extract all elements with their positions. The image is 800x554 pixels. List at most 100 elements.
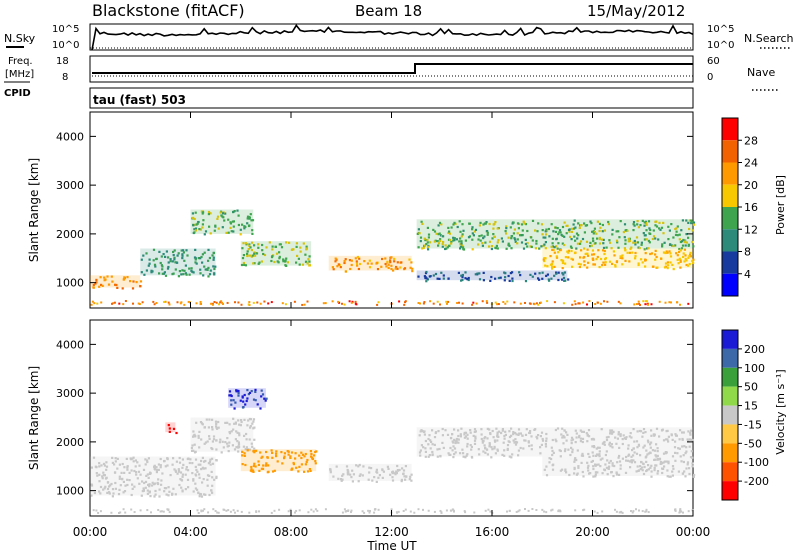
data-cell <box>99 485 103 489</box>
ground-scatter-cell <box>631 511 634 514</box>
data-cell <box>449 446 452 450</box>
data-cell <box>638 247 641 250</box>
data-cell <box>645 460 648 463</box>
data-cell <box>237 419 240 422</box>
data-cell <box>462 248 465 251</box>
colorbar-frame <box>721 329 739 501</box>
data-cell <box>553 265 556 268</box>
data-cell <box>618 454 621 458</box>
data-cell <box>252 464 255 467</box>
ground-scatter-cell <box>397 510 400 513</box>
data-cell <box>639 454 642 457</box>
data-cell <box>543 259 546 263</box>
data-cell <box>636 241 640 244</box>
data-cell <box>198 476 201 479</box>
data-cell <box>346 471 349 474</box>
data-cell <box>145 269 148 272</box>
data-cell <box>106 275 109 278</box>
data-cell <box>118 475 121 478</box>
data-cell <box>278 255 281 258</box>
data-cell <box>294 457 297 460</box>
data-cell <box>98 465 101 468</box>
data-cell <box>598 236 601 239</box>
data-cell <box>424 455 427 458</box>
data-cell <box>136 461 139 464</box>
ground-scatter-cell <box>199 303 202 306</box>
data-cell <box>619 255 622 258</box>
data-cell <box>635 452 639 455</box>
data-cell <box>174 493 177 496</box>
data-cell <box>254 390 257 393</box>
data-cell <box>689 253 692 256</box>
data-cell <box>570 442 573 445</box>
data-cell <box>289 455 292 458</box>
data-cell <box>242 254 245 257</box>
data-cell <box>362 465 365 468</box>
data-cell <box>514 431 517 435</box>
data-cell <box>688 227 691 231</box>
data-cell <box>618 236 621 239</box>
data-cell <box>194 465 197 468</box>
data-cell <box>492 436 495 439</box>
ground-scatter-cell <box>682 511 684 514</box>
data-cell <box>639 465 642 468</box>
ground-scatter-cell <box>168 511 171 514</box>
data-cell <box>157 478 160 481</box>
data-cell <box>494 440 497 443</box>
ground-scatter-cell <box>343 508 346 511</box>
data-cell <box>450 226 453 229</box>
data-cell <box>441 434 444 437</box>
data-cell <box>637 226 640 229</box>
data-cell <box>447 231 450 234</box>
data-band <box>542 456 693 477</box>
data-cell <box>101 477 104 480</box>
colorbar-tick-label: 100 <box>744 362 765 375</box>
data-cell <box>156 481 159 485</box>
data-cell <box>540 245 543 248</box>
data-cell <box>332 475 335 478</box>
data-cell <box>232 220 235 223</box>
data-cell <box>180 478 183 481</box>
ground-scatter-cell <box>445 509 448 512</box>
data-cell <box>161 272 164 275</box>
data-cell <box>539 435 542 438</box>
data-cell <box>633 461 637 464</box>
data-cell <box>471 248 474 251</box>
data-cell <box>655 220 658 223</box>
data-cell <box>669 243 672 246</box>
data-cell <box>497 276 500 280</box>
data-cell <box>602 261 605 264</box>
ground-scatter-cell <box>475 302 478 305</box>
data-cell <box>248 391 252 394</box>
data-cell <box>632 223 635 226</box>
ground-scatter-cell <box>638 302 641 305</box>
data-cell <box>93 491 96 495</box>
data-cell <box>438 277 441 280</box>
data-cell <box>444 247 447 251</box>
data-cell <box>192 490 195 493</box>
data-cell <box>486 427 489 430</box>
data-cell <box>586 254 590 257</box>
data-cell <box>587 429 591 432</box>
data-cell <box>126 478 129 481</box>
data-cell <box>674 233 678 236</box>
data-cell <box>98 490 101 493</box>
ground-scatter-cell <box>504 302 507 305</box>
data-cell <box>251 241 254 244</box>
data-cell <box>649 466 652 469</box>
data-cell <box>598 238 601 241</box>
data-cell <box>662 221 665 224</box>
data-cell <box>239 228 242 231</box>
data-cell <box>507 242 510 245</box>
data-cell <box>651 237 654 241</box>
data-cell <box>556 427 560 430</box>
data-cell <box>226 442 229 445</box>
data-cell <box>666 475 669 478</box>
data-cell <box>550 457 553 461</box>
data-cell <box>457 438 460 441</box>
data-cell <box>592 438 596 441</box>
ground-scatter-cell <box>361 510 364 513</box>
ground-scatter-cell <box>664 301 667 304</box>
data-cell <box>243 434 246 437</box>
data-cell <box>358 257 361 260</box>
